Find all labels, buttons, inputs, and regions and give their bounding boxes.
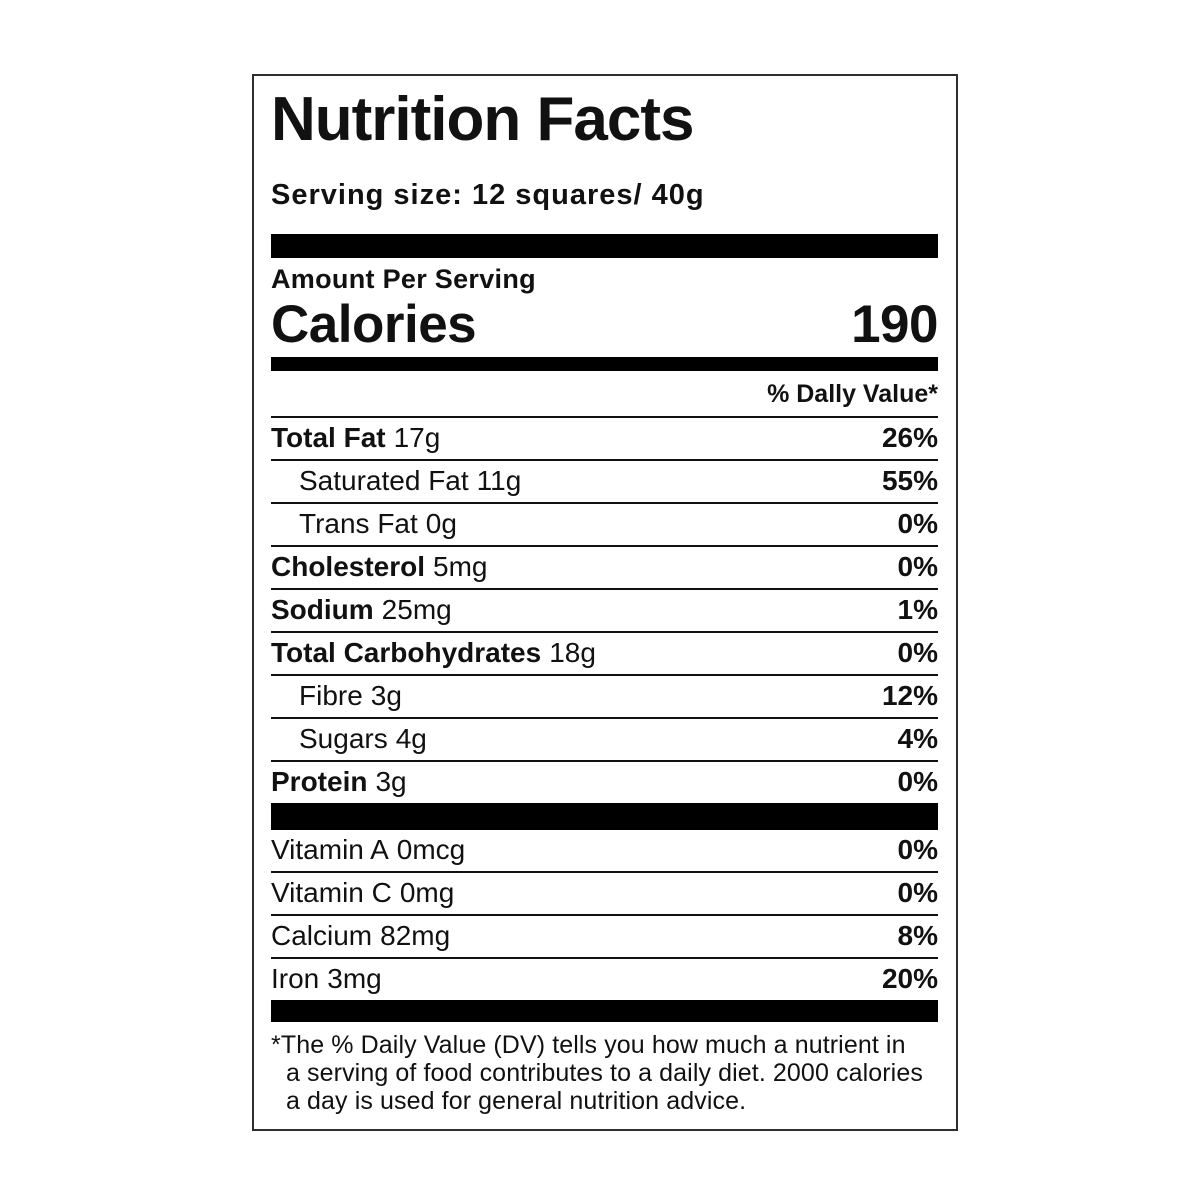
nutrient-name: Total Carbohydrates xyxy=(271,637,542,668)
micronutrient-row-vitamin-c: Vitamin C 0mg 0% xyxy=(271,873,938,916)
nutrient-row-total-carbohydrates: Total Carbohydrates 18g 0% xyxy=(271,633,938,676)
nutrient-daily-value: 0% xyxy=(897,877,938,908)
nutrient-row-sugars: Sugars 4g 4% xyxy=(271,719,938,762)
nutrient-amount: 0g xyxy=(425,508,457,539)
calories-label: Calories xyxy=(271,295,477,354)
nutrient-name: Iron xyxy=(271,963,320,994)
nutrient-amount: 5mg xyxy=(433,551,488,582)
nutrient-daily-value: 4% xyxy=(897,723,938,754)
nutrient-row-protein: Protein 3g 0% xyxy=(271,762,938,803)
daily-value-header: % Dally Value* xyxy=(271,371,938,418)
micronutrient-row-iron: Iron 3mg 20% xyxy=(271,959,938,1000)
nutrient-daily-value: 0% xyxy=(897,834,938,865)
nutrient-daily-value: 1% xyxy=(897,594,938,625)
nutrient-daily-value: 0% xyxy=(897,637,938,668)
nutrient-daily-value: 0% xyxy=(897,766,938,797)
nutrient-name: Calcium xyxy=(271,920,373,951)
calories-row: Calories 190 xyxy=(271,296,938,354)
nutrient-row-fibre: Fibre 3g 12% xyxy=(271,676,938,719)
nutrient-daily-value: 0% xyxy=(897,508,938,539)
nutrient-row-saturated-fat: Saturated Fat 11g 55% xyxy=(271,461,938,504)
nutrient-name: Fibre xyxy=(299,680,363,711)
medium-divider-bar xyxy=(271,357,938,371)
calories-value: 190 xyxy=(851,295,938,354)
nutrient-name: Sugars xyxy=(299,723,388,754)
thick-divider-bar xyxy=(271,1000,938,1022)
nutrient-amount: 3g xyxy=(370,680,402,711)
nutrient-amount: 3mg xyxy=(327,963,382,994)
daily-value-footnote: *The % Daily Value (DV) tells you how mu… xyxy=(271,1031,938,1115)
nutrient-name: Sodium xyxy=(271,594,374,625)
amount-per-serving-label: Amount Per Serving xyxy=(271,264,536,294)
nutrient-row-cholesterol: Cholesterol 5mg 0% xyxy=(271,547,938,590)
nutrient-amount: 4g xyxy=(395,723,427,754)
nutrient-name: Protein xyxy=(271,766,368,797)
nutrient-daily-value: 0% xyxy=(897,551,938,582)
nutrient-amount: 17g xyxy=(393,422,441,453)
micronutrient-row-vitamin-a: Vitamin A 0mcg 0% xyxy=(271,830,938,873)
nutrient-name: Trans Fat xyxy=(299,508,418,539)
footnote-line: a day is used for general nutrition advi… xyxy=(286,1087,747,1115)
nutrient-row-trans-fat: Trans Fat 0g 0% xyxy=(271,504,938,547)
nutrient-name: Vitamin C xyxy=(271,877,392,908)
nutrient-name: Saturated Fat xyxy=(299,465,469,496)
nutrient-name: Cholesterol xyxy=(271,551,426,582)
nutrient-row-sodium: Sodium 25mg 1% xyxy=(271,590,938,633)
nutrient-daily-value: 8% xyxy=(897,920,938,951)
nutrient-daily-value: 20% xyxy=(881,963,938,994)
nutrient-name: Vitamin A xyxy=(271,834,389,865)
nutrient-amount: 82mg xyxy=(380,920,451,951)
nutrient-amount: 0mcg xyxy=(396,834,466,865)
nutrition-facts-label: Nutrition Facts Serving size: 12 squares… xyxy=(252,74,958,1131)
nutrient-daily-value: 12% xyxy=(881,680,938,711)
thick-divider-bar xyxy=(271,803,938,830)
nutrient-amount: 0mg xyxy=(399,877,455,908)
footnote-line: *The % Daily Value (DV) tells you how mu… xyxy=(271,1031,906,1059)
serving-size-text: Serving size: 12 squares/ 40g xyxy=(271,179,705,211)
nutrient-daily-value: 26% xyxy=(881,422,938,453)
nutrient-daily-value: 55% xyxy=(881,465,938,496)
micronutrient-row-calcium: Calcium 82mg 8% xyxy=(271,916,938,959)
label-title: Nutrition Facts xyxy=(271,85,694,154)
nutrient-amount: 18g xyxy=(549,637,596,668)
nutrient-row-total-fat: Total Fat 17g 26% xyxy=(271,418,938,461)
nutrient-amount: 3g xyxy=(375,766,407,797)
thick-divider-bar xyxy=(271,234,938,258)
nutrient-amount: 25mg xyxy=(381,594,452,625)
nutrient-name: Total Fat xyxy=(271,422,386,453)
nutrient-amount: 11g xyxy=(476,465,522,496)
footnote-line: a serving of food contributes to a daily… xyxy=(286,1059,923,1087)
